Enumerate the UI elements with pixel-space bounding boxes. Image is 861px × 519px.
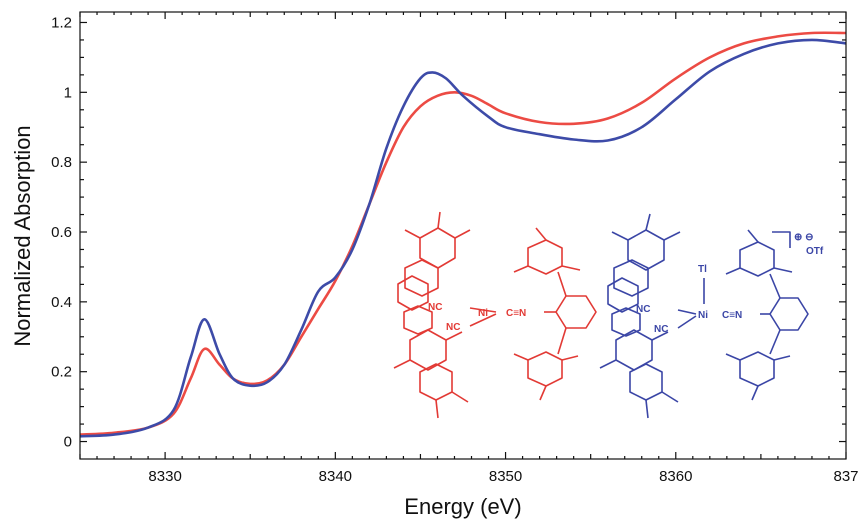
red-complex-structure <box>393 211 597 419</box>
y-tick-label: 0 <box>64 434 72 451</box>
red-complex-labels: NC NC Ni C≡N <box>428 302 526 333</box>
x-tick-label: 8330 <box>148 468 181 485</box>
axis-ticks <box>79 12 847 459</box>
svg-text:OTf: OTf <box>806 246 824 257</box>
y-tick-label: 1 <box>64 84 72 101</box>
svg-text:Ni: Ni <box>478 308 488 319</box>
y-tick-label: 0.6 <box>51 224 72 241</box>
svg-text:Tl: Tl <box>698 264 707 275</box>
svg-text:⊕ ⊖: ⊕ ⊖ <box>794 232 814 243</box>
series-line-2 <box>79 38 847 438</box>
x-tick-label: 8350 <box>489 468 522 485</box>
svg-text:C≡N: C≡N <box>506 308 526 319</box>
series-line-1 <box>79 31 847 436</box>
x-tick-label: 8360 <box>659 468 692 485</box>
y-axis-title: Normalized Absorption <box>10 125 35 346</box>
x-tick-label: 8340 <box>319 468 352 485</box>
blue-complex-labels: NC NC Ni C≡N Tl ⊕ ⊖ OTf <box>636 232 824 335</box>
x-tick-label: 837 <box>833 468 858 485</box>
svg-text:NC: NC <box>636 304 650 315</box>
x-axis-title: Energy (eV) <box>404 494 521 519</box>
y-tick-label: 0.4 <box>51 294 72 311</box>
svg-text:C≡N: C≡N <box>722 310 742 321</box>
svg-text:NC: NC <box>654 324 668 335</box>
svg-text:NC: NC <box>446 322 460 333</box>
y-tick-label: 0.8 <box>51 154 72 171</box>
plot-frame <box>79 11 847 460</box>
y-tick-label: 1.2 <box>51 14 72 31</box>
blue-complex-structure <box>599 213 809 419</box>
svg-text:Ni: Ni <box>698 310 708 321</box>
svg-text:NC: NC <box>428 302 442 313</box>
data-curves <box>79 31 847 438</box>
y-tick-label: 0.2 <box>51 364 72 381</box>
